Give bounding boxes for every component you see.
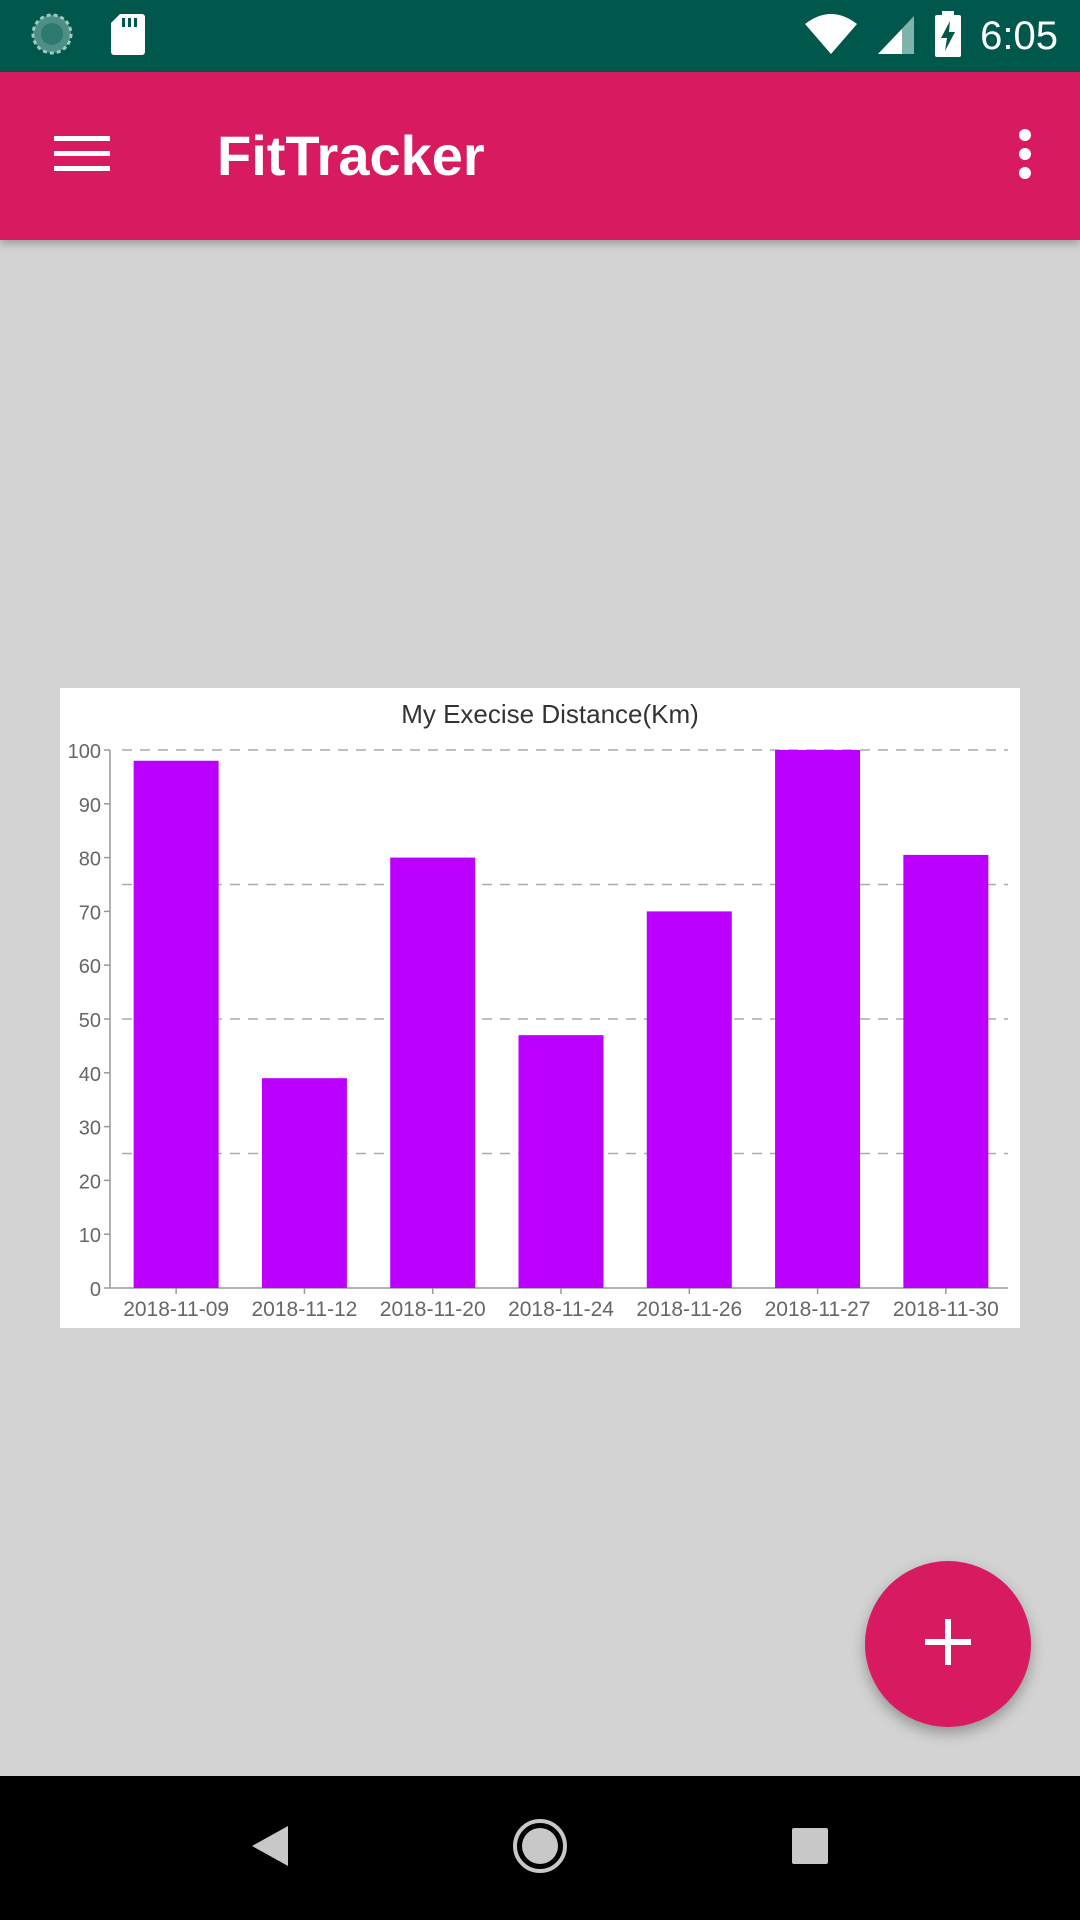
chart-title: My Execise Distance(Km) — [401, 699, 699, 729]
bar — [261, 1078, 347, 1288]
bar — [646, 911, 732, 1288]
recents-icon — [791, 1827, 829, 1870]
status-time: 6:05 — [980, 13, 1058, 58]
bar — [775, 750, 861, 1288]
x-tick-label: 2018-11-09 — [123, 1298, 229, 1321]
x-tick-label: 2018-11-24 — [508, 1298, 614, 1321]
more-vert-icon — [1018, 128, 1032, 185]
sync-icon — [30, 12, 74, 61]
hamburger-menu-icon — [54, 134, 110, 179]
home-icon — [512, 1818, 568, 1879]
x-tick-label: 2018-11-30 — [893, 1298, 999, 1321]
y-tick-label: 70 — [79, 902, 101, 924]
status-bar: 6:05 — [0, 0, 1080, 72]
battery-charging-icon — [934, 10, 962, 63]
y-tick-label: 90 — [79, 795, 101, 817]
y-tick-label: 50 — [79, 1010, 101, 1032]
y-tick-label: 20 — [79, 1171, 101, 1193]
y-tick-label: 30 — [79, 1118, 101, 1140]
recents-button[interactable] — [770, 1812, 850, 1884]
y-tick-label: 0 — [90, 1279, 101, 1301]
back-button[interactable] — [230, 1812, 310, 1884]
plus-icon — [925, 1618, 971, 1670]
home-button[interactable] — [500, 1812, 580, 1884]
add-button[interactable] — [865, 1561, 1031, 1727]
more-options-button[interactable] — [1000, 116, 1050, 196]
navigation-bar — [0, 1776, 1080, 1920]
y-tick-label: 100 — [68, 741, 101, 763]
app-title: FitTracker — [217, 124, 485, 187]
menu-button[interactable] — [40, 116, 124, 196]
bar — [903, 854, 989, 1288]
y-tick-label: 40 — [79, 1064, 101, 1086]
x-tick-label: 2018-11-12 — [251, 1298, 357, 1321]
distance-chart: My Execise Distance(Km) 0 10 20 30 40 50 60 70 80… — [60, 688, 1020, 1328]
app-bar: FitTracker — [0, 72, 1080, 240]
bar — [133, 760, 219, 1288]
bar — [518, 1035, 604, 1288]
x-tick-label: 2018-11-27 — [765, 1298, 871, 1321]
back-icon — [250, 1825, 290, 1872]
sd-card-icon — [110, 12, 146, 61]
chart-svg: My Execise Distance(Km) 0 10 20 30 40 50 60 70 80… — [68, 699, 1008, 1321]
signal-icon — [876, 12, 916, 61]
y-tick-label: 80 — [79, 849, 101, 871]
x-tick-label: 2018-11-26 — [636, 1298, 742, 1321]
y-tick-label: 10 — [79, 1225, 101, 1247]
y-tick-label: 60 — [79, 956, 101, 978]
wifi-icon — [804, 12, 858, 61]
bar — [390, 857, 476, 1288]
x-tick-label: 2018-11-20 — [380, 1298, 486, 1321]
